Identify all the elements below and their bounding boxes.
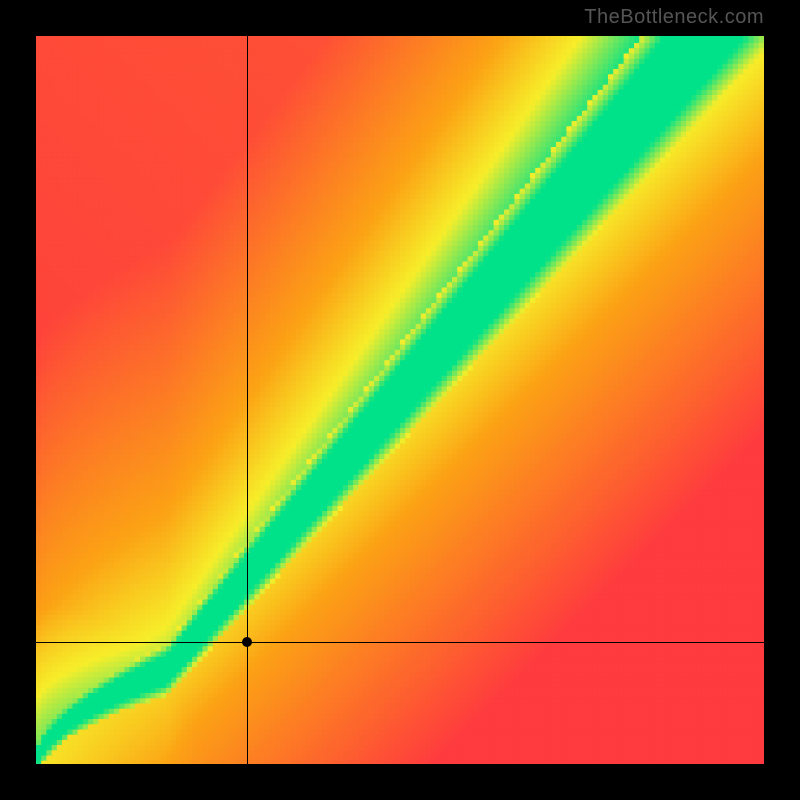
chart-container: TheBottleneck.com	[0, 0, 800, 800]
data-point-marker	[242, 637, 252, 647]
watermark-text: TheBottleneck.com	[584, 6, 764, 29]
crosshair-horizontal	[36, 642, 764, 643]
crosshair-vertical	[247, 36, 248, 764]
heatmap-plot-area	[36, 36, 764, 764]
heatmap-canvas	[36, 36, 764, 764]
